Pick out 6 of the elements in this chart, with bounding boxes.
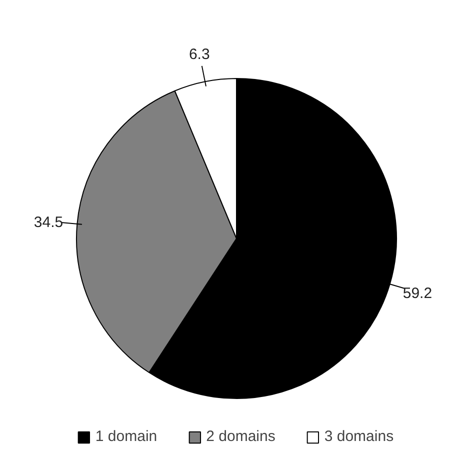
legend-label: 3 domains [324, 428, 394, 445]
legend-label: 1 domain [95, 428, 158, 445]
data-label: 34.5 [34, 214, 64, 231]
data-label: 59.2 [402, 284, 432, 302]
data-label: 6.3 [188, 46, 210, 63]
legend-label: 2 domains [206, 428, 276, 445]
